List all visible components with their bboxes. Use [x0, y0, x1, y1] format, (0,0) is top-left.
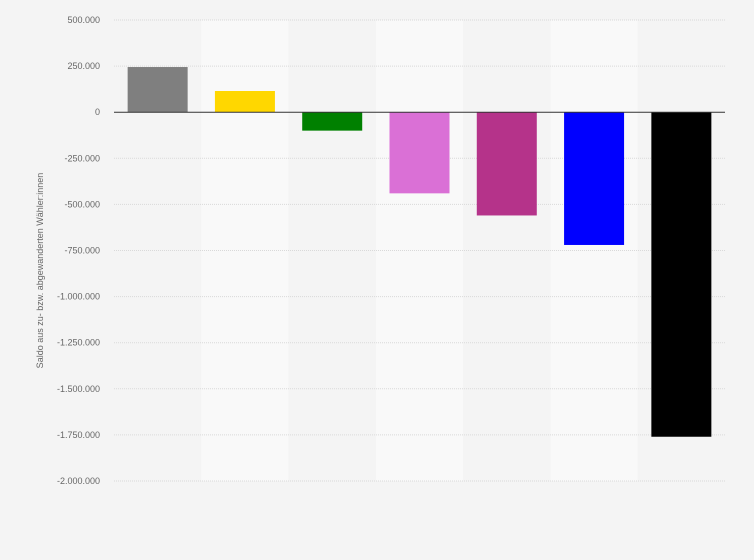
y-tick-label: -2.000.000	[57, 476, 100, 486]
y-axis-title: Saldo aus zu- bzw. abgewanderten Wähler:…	[35, 173, 45, 369]
y-tick-label: 500.000	[67, 15, 100, 25]
y-tick-label: -750.000	[64, 246, 100, 256]
bar[interactable]	[214, 90, 275, 113]
y-tick-label: 250.000	[67, 61, 100, 71]
y-tick-label: -500.000	[64, 199, 100, 209]
y-tick-label: -1.500.000	[57, 384, 100, 394]
y-tick-label: -250.000	[64, 153, 100, 163]
bar[interactable]	[127, 67, 188, 113]
y-axis-ticks: 500.000 250.000 0 -250.000 -500.000 -750.000 -…	[57, 15, 100, 486]
bar[interactable]	[389, 112, 450, 194]
category-bands	[114, 20, 725, 481]
bar[interactable]	[651, 112, 712, 437]
y-tick-label: -1.000.000	[57, 292, 100, 302]
bars	[127, 67, 712, 437]
bar[interactable]	[564, 112, 625, 245]
y-tick-label: -1.250.000	[57, 338, 100, 348]
y-tick-label: 0	[95, 107, 100, 117]
y-tick-label: -1.750.000	[57, 430, 100, 440]
bar[interactable]	[476, 112, 537, 216]
bar[interactable]	[302, 112, 363, 131]
